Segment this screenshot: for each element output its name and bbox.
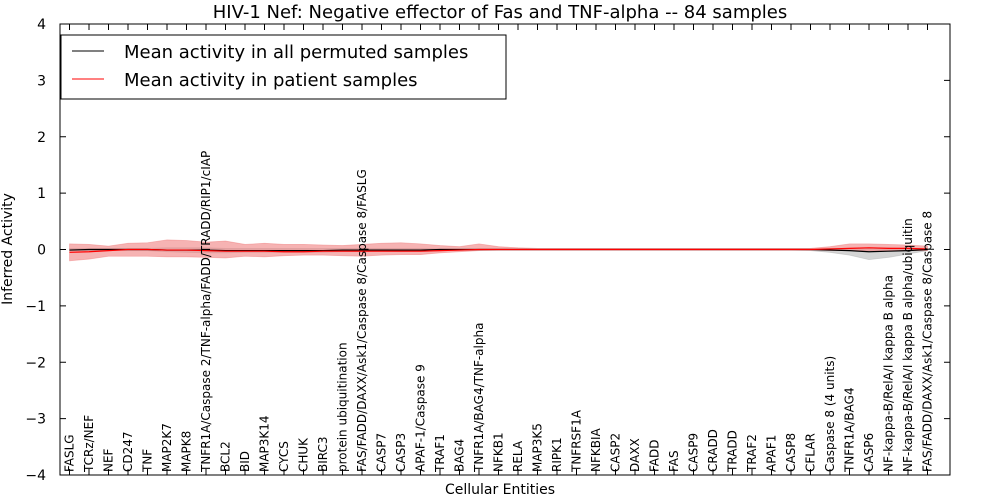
category-label: MAP3K14 <box>258 415 272 472</box>
y-tick-label: −3 <box>25 412 46 428</box>
category-label: CASP8 <box>784 433 798 472</box>
category-label: CASP9 <box>687 433 701 472</box>
category-label: APAF-1/Caspase 9 <box>414 364 428 472</box>
y-tick-label: 3 <box>37 73 46 89</box>
category-label: CHUK <box>297 437 311 472</box>
y-tick-label: 4 <box>37 17 46 33</box>
category-label: APAF1 <box>765 435 779 472</box>
category-label: CRADD <box>706 429 720 472</box>
category-label: CFLAR <box>804 433 818 472</box>
x-ticks <box>69 24 928 475</box>
category-label: BIRC3 <box>316 436 330 472</box>
category-label: TRAF2 <box>745 434 759 473</box>
category-label: CD247 <box>121 431 135 472</box>
category-label: protein ubiquitination <box>336 342 350 472</box>
category-label: NF-kappa-B/RelA/I kappa B alpha/ubiquiti… <box>901 218 915 472</box>
y-tick-label: −4 <box>25 468 46 484</box>
category-label: TRADD <box>726 430 740 473</box>
category-label: TNF <box>141 449 155 473</box>
category-label: FAS/FADD/DAXX/Ask1/Caspase 8/Caspase 8 <box>921 211 935 472</box>
category-label: CASP6 <box>862 433 876 472</box>
y-axis-title: Inferred Activity <box>0 193 16 305</box>
category-label: TNFRSF1A <box>570 409 584 473</box>
category-label: MAP3K5 <box>531 423 545 472</box>
category-label: FASLG <box>63 434 77 472</box>
category-label: NFKBIA <box>589 427 603 472</box>
category-label: BAG4 <box>453 439 467 472</box>
category-label: TNFR1A/Caspase 2/TNF-alpha/FADD/TRADD/RI… <box>199 151 213 473</box>
legend-label-patient: Mean activity in patient samples <box>124 70 418 91</box>
legend-box <box>60 34 507 100</box>
plot-frame <box>59 23 951 476</box>
category-label: NEF <box>102 448 116 472</box>
category-label: TCRz/NEF <box>82 415 96 473</box>
category-label: BID <box>238 451 252 472</box>
legend-label-permuted: Mean activity in all permuted samples <box>124 42 468 63</box>
category-label: BCL2 <box>219 441 233 472</box>
line-series-1 <box>69 247 928 253</box>
category-label: CASP7 <box>375 433 389 472</box>
y-tick-label: 1 <box>37 186 46 202</box>
y-tick-label: 2 <box>37 130 46 146</box>
category-label: Caspase 8 (4 units) <box>823 356 837 472</box>
category-label: TNFR1A/BAG4 <box>843 387 857 473</box>
category-label: MAPK8 <box>180 431 194 472</box>
category-label: CASP2 <box>609 433 623 472</box>
category-label: CYCS <box>277 441 291 472</box>
chart-title: HIV-1 Nef: Negative effector of Fas and … <box>213 2 788 23</box>
category-label: TNFR1A/BAG4/TNF-alpha <box>472 323 486 473</box>
band-series-1 <box>69 239 928 262</box>
category-label: RELA <box>511 440 525 472</box>
series-lines <box>69 247 928 253</box>
y-tick-label: 0 <box>37 243 46 259</box>
x-axis-title: Cellular Entities <box>445 482 555 498</box>
category-label: FAS/FADD/DAXX/Ask1/Caspase 8/Caspase 8/F… <box>355 169 369 472</box>
category-label: CASP3 <box>394 433 408 472</box>
legend: Mean activity in all permuted samples Me… <box>60 34 507 100</box>
category-label: MAP2K7 <box>160 423 174 472</box>
category-labels: FASLG TCRz/NEF NEF CD247 TNF MAP2K7 MAPK8 TNFR1… <box>63 151 935 473</box>
y-tick-label: −2 <box>25 355 46 371</box>
y-tick-label: −1 <box>25 299 46 315</box>
category-label: FAS <box>667 450 681 472</box>
category-label: DAXX <box>628 438 642 472</box>
category-label: FADD <box>648 440 662 473</box>
category-label: RIPK1 <box>550 437 564 472</box>
category-label: NFKB1 <box>492 432 506 472</box>
category-label: TRAF1 <box>433 434 447 473</box>
category-label: NF-kappa-B/RelA/I kappa B alpha <box>882 275 896 472</box>
